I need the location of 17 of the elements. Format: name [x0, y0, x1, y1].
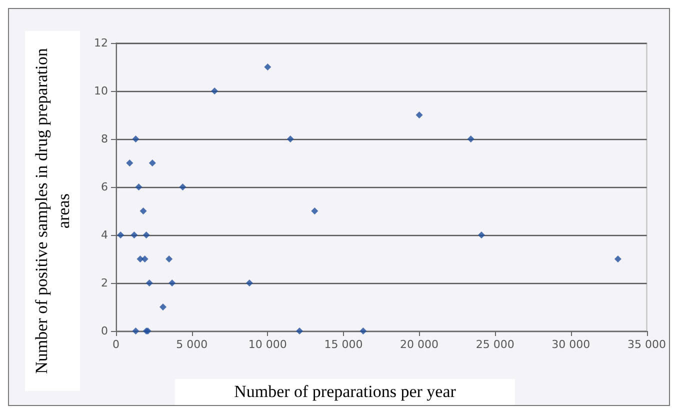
y-tick-label: 12 — [94, 36, 108, 50]
y-tick-label: 4 — [101, 228, 108, 242]
x-tick-label: 10 000 — [248, 338, 287, 351]
y-tick-label: 10 — [94, 84, 108, 98]
y-tick-label: 6 — [101, 180, 108, 194]
x-tick-label: 35 000 — [628, 338, 666, 351]
y-tick-label: 0 — [101, 324, 108, 338]
x-axis-title: Number of preparations per year — [175, 379, 515, 405]
y-tick-label: 8 — [101, 132, 108, 146]
y-axis-title: Number of positive samples in drug preparation areas — [30, 47, 74, 376]
y-tick-label: 2 — [101, 276, 108, 290]
x-tick-label: 30 000 — [552, 338, 590, 351]
x-tick-label: 5 000 — [176, 338, 208, 351]
x-tick-label: 20 000 — [400, 338, 439, 351]
x-tick-label: 25 000 — [476, 338, 514, 351]
x-tick-label: 0 — [112, 338, 120, 351]
x-tick-label: 15 000 — [324, 338, 363, 351]
